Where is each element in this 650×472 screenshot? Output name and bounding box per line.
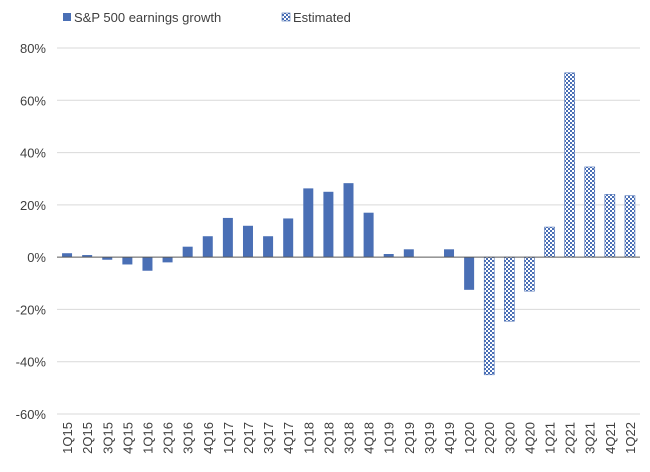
x-tick-label: 1Q19 — [382, 422, 397, 454]
y-tick-label: 40% — [20, 146, 46, 161]
bar-estimated-4Q21 — [604, 194, 616, 258]
bar-actual-1Q20 — [464, 257, 475, 290]
x-tick-label: 3Q15 — [100, 422, 115, 454]
x-tick-label: 3Q19 — [422, 422, 437, 454]
bar-actual-4Q18 — [363, 212, 374, 258]
legend-swatch-estimated — [281, 12, 291, 22]
legend: S&P 500 earnings growth Estimated — [63, 10, 351, 25]
x-tick-label: 1Q22 — [623, 422, 638, 454]
bar-actual-3Q17 — [263, 236, 274, 258]
x-tick-label: 3Q18 — [342, 422, 357, 454]
x-tick-label: 2Q20 — [482, 422, 497, 454]
bar-estimated-3Q20 — [504, 256, 515, 322]
legend-label-actual: S&P 500 earnings growth — [74, 10, 221, 25]
bar-estimated-1Q22 — [624, 195, 636, 258]
bar-actual-3Q15 — [102, 257, 113, 260]
x-tick-label: 3Q17 — [261, 422, 276, 454]
x-tick-label: 4Q18 — [362, 422, 377, 454]
gridlines — [57, 47, 640, 415]
bar-actual-1Q19 — [383, 254, 394, 258]
x-tick-label: 4Q17 — [281, 422, 296, 454]
x-tick-label: 2Q17 — [241, 422, 256, 454]
x-tick-label: 3Q20 — [502, 422, 517, 454]
bar-actual-1Q17 — [222, 217, 233, 258]
x-tick-label: 2Q18 — [321, 422, 336, 454]
bar-actual-4Q19 — [444, 249, 455, 258]
x-tick-label: 2Q21 — [563, 422, 578, 454]
bar-actual-4Q15 — [122, 257, 133, 265]
x-tick-label: 1Q21 — [543, 422, 558, 454]
x-tick-label: 1Q18 — [301, 422, 316, 454]
y-tick-label: -20% — [16, 302, 47, 317]
bar-estimated-1Q21 — [544, 226, 555, 258]
bar-estimated-2Q20 — [483, 256, 495, 376]
bar-actual-2Q15 — [82, 255, 93, 258]
y-tick-label: -60% — [16, 407, 47, 422]
x-axis-tick-labels: 1Q15 2Q15 3Q15 4Q15 1Q16 2Q16 3Q16 4Q16 1Q17 2Q17… — [60, 422, 638, 454]
bar-actual-3Q18 — [343, 183, 354, 258]
bar-actual-1Q15 — [62, 253, 73, 258]
bar-estimated-4Q20 — [524, 256, 535, 292]
bar-actual-2Q17 — [242, 225, 253, 258]
bar-estimated-2Q21 — [564, 72, 575, 258]
y-tick-label: 60% — [20, 93, 46, 108]
x-tick-label: 4Q15 — [120, 422, 135, 454]
bar-actual-4Q16 — [202, 236, 213, 258]
bar-actual-2Q16 — [162, 257, 173, 263]
x-tick-label: 2Q16 — [161, 422, 176, 454]
x-tick-label: 1Q20 — [462, 422, 477, 454]
y-tick-label: 20% — [20, 198, 46, 213]
x-tick-label: 3Q16 — [181, 422, 196, 454]
x-tick-label: 1Q16 — [140, 422, 155, 454]
x-tick-label: 1Q17 — [221, 422, 236, 454]
bars — [62, 72, 636, 376]
bar-actual-3Q16 — [182, 246, 193, 258]
x-tick-label: 1Q15 — [60, 422, 75, 454]
bar-actual-1Q18 — [303, 188, 314, 258]
y-tick-label: -40% — [16, 355, 47, 370]
y-tick-label: 0% — [27, 250, 46, 265]
bar-actual-2Q19 — [403, 249, 414, 258]
y-tick-label: 80% — [20, 41, 46, 56]
y-axis-tick-labels: -60% -40% -20% 0% 20% 40% 60% 80% — [16, 41, 47, 422]
x-tick-label: 2Q15 — [80, 422, 95, 454]
bar-estimated-3Q21 — [584, 166, 596, 258]
x-tick-label: 2Q19 — [402, 422, 417, 454]
bar-actual-1Q16 — [142, 257, 153, 271]
x-tick-label: 3Q21 — [583, 422, 598, 454]
x-tick-label: 4Q16 — [201, 422, 216, 454]
x-tick-label: 4Q20 — [522, 422, 537, 454]
x-tick-label: 4Q19 — [442, 422, 457, 454]
legend-swatch-actual — [63, 13, 71, 21]
legend-label-estimated: Estimated — [293, 10, 351, 25]
x-tick-label: 4Q21 — [603, 422, 618, 454]
bar-actual-4Q17 — [283, 218, 294, 258]
bar-actual-2Q18 — [323, 191, 334, 258]
